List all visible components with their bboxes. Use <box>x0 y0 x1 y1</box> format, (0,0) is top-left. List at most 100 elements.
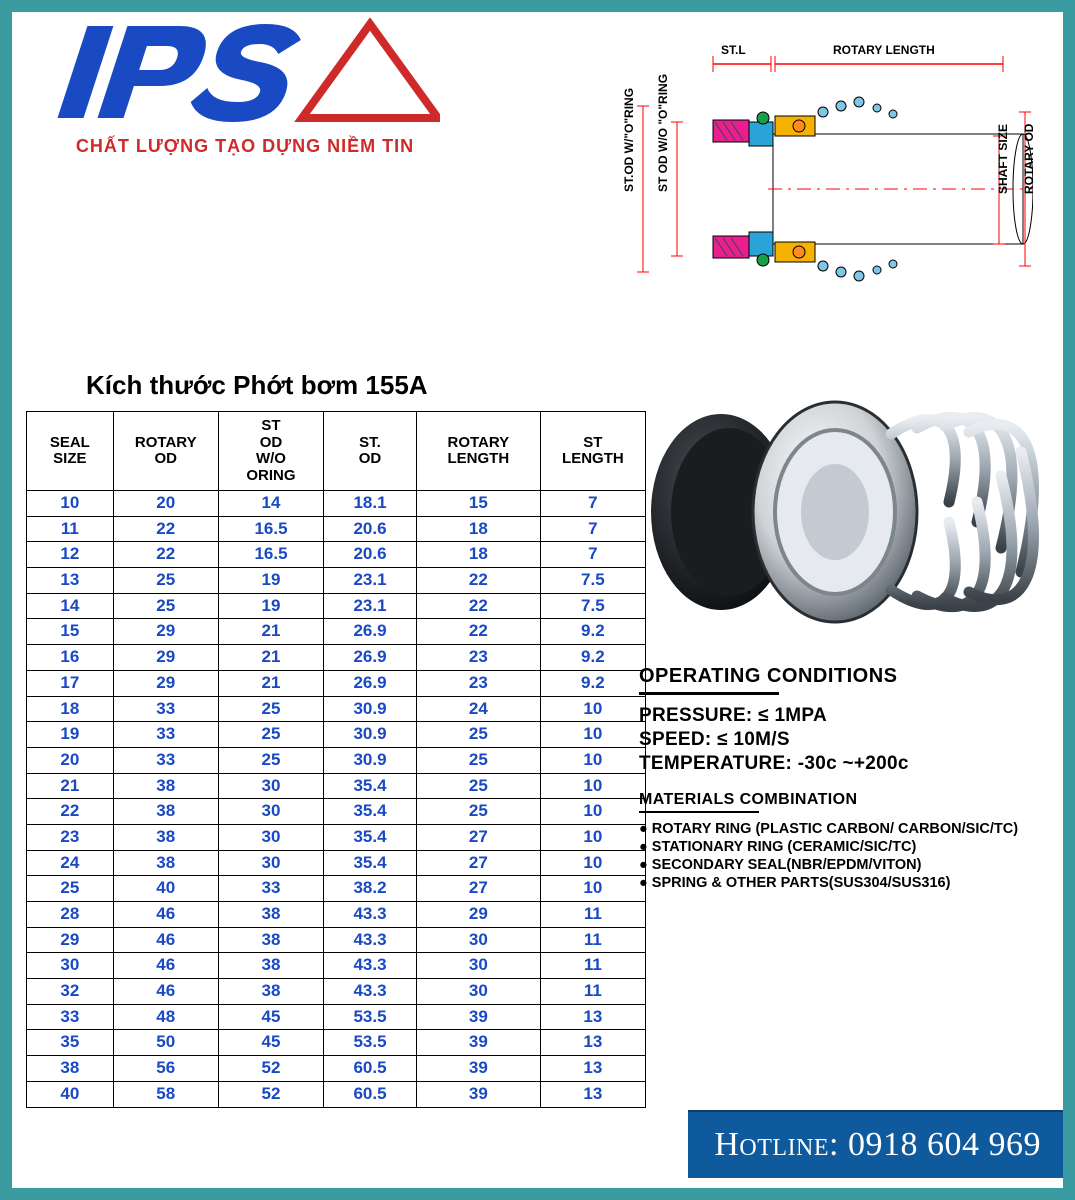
table-cell: 25 <box>416 799 540 825</box>
table-cell: 30 <box>218 824 323 850</box>
material-item: ● SPRING & OTHER PARTS(SUS304/SUS316) <box>639 875 1039 891</box>
table-cell: 30 <box>416 927 540 953</box>
oc-heading: OPERATING CONDITIONS <box>639 665 1039 688</box>
table-cell: 10 <box>540 799 645 825</box>
table-cell: 30.9 <box>324 722 417 748</box>
product-photo <box>639 382 1039 642</box>
table-cell: 45 <box>218 1030 323 1056</box>
table-cell: 33 <box>113 722 218 748</box>
table-row: 25403338.22710 <box>27 876 646 902</box>
table-cell: 16 <box>27 645 114 671</box>
table-cell: 10 <box>540 850 645 876</box>
table-cell: 13 <box>540 1004 645 1030</box>
table-row: 23383035.42710 <box>27 824 646 850</box>
table-cell: 10 <box>540 747 645 773</box>
table-cell: 30 <box>27 953 114 979</box>
table-cell: 58 <box>113 1081 218 1107</box>
table-row: 18332530.92410 <box>27 696 646 722</box>
table-title: Kích thước Phớt bơm 155A <box>86 370 646 401</box>
table-cell: 53.5 <box>324 1004 417 1030</box>
hotline-label: Hotline: <box>714 1126 839 1163</box>
table-cell: 10 <box>540 773 645 799</box>
table-cell: 30 <box>218 773 323 799</box>
table-cell: 46 <box>113 902 218 928</box>
table-row: 112216.520.6187 <box>27 516 646 542</box>
material-item: ● ROTARY RING (PLASTIC CARBON/ CARBON/SI… <box>639 821 1039 837</box>
table-cell: 43.3 <box>324 979 417 1005</box>
table-cell: 11 <box>540 927 645 953</box>
table-cell: 35.4 <box>324 824 417 850</box>
table-cell: 29 <box>113 619 218 645</box>
technical-diagram: ST.L ROTARY LENGTH <box>603 32 1033 357</box>
table-cell: 20.6 <box>324 516 417 542</box>
table-cell: 40 <box>113 876 218 902</box>
table-cell: 25 <box>218 696 323 722</box>
table-cell: 23.1 <box>324 593 417 619</box>
table-cell: 38 <box>113 773 218 799</box>
oc-speed: SPEED: ≤ 10M/S <box>639 729 1039 751</box>
table-cell: 35 <box>27 1030 114 1056</box>
table-cell: 46 <box>113 927 218 953</box>
table-row: 15292126.9229.2 <box>27 619 646 645</box>
table-cell: 56 <box>113 1056 218 1082</box>
table-cell: 17 <box>27 670 114 696</box>
material-item: ● SECONDARY SEAL(NBR/EPDM/VITON) <box>639 857 1039 873</box>
table-cell: 15 <box>27 619 114 645</box>
table-row: 10201418.1157 <box>27 491 646 517</box>
table-cell: 46 <box>113 979 218 1005</box>
table-cell: 38 <box>218 953 323 979</box>
table-row: 38565260.53913 <box>27 1056 646 1082</box>
table-cell: 38 <box>113 850 218 876</box>
table-row: 28463843.32911 <box>27 902 646 928</box>
table-cell: 39 <box>416 1081 540 1107</box>
mc-rule <box>639 811 759 813</box>
table-cell: 13 <box>27 568 114 594</box>
table-cell: 13 <box>540 1030 645 1056</box>
col-header: ST.OD <box>324 412 417 491</box>
table-cell: 20 <box>27 747 114 773</box>
diagram-label-shaft: SHAFT SIZE <box>996 124 1010 194</box>
hotline-number: 0918 604 969 <box>848 1126 1041 1163</box>
table-cell: 15 <box>416 491 540 517</box>
table-cell: 29 <box>416 902 540 928</box>
table-row: 40585260.53913 <box>27 1081 646 1107</box>
table-cell: 43.3 <box>324 953 417 979</box>
table-cell: 11 <box>540 902 645 928</box>
table-cell: 25 <box>416 747 540 773</box>
table-cell: 30 <box>218 799 323 825</box>
table-row: 30463843.33011 <box>27 953 646 979</box>
table-cell: 21 <box>218 645 323 671</box>
table-cell: 25 <box>218 747 323 773</box>
table-cell: 9.2 <box>540 619 645 645</box>
table-cell: 35.4 <box>324 773 417 799</box>
table-cell: 26.9 <box>324 645 417 671</box>
table-cell: 19 <box>218 568 323 594</box>
table-row: 24383035.42710 <box>27 850 646 876</box>
table-cell: 33 <box>218 876 323 902</box>
table-cell: 40 <box>27 1081 114 1107</box>
table-cell: 53.5 <box>324 1030 417 1056</box>
table-cell: 13 <box>540 1056 645 1082</box>
table-cell: 30.9 <box>324 747 417 773</box>
table-cell: 20.6 <box>324 542 417 568</box>
table-cell: 12 <box>27 542 114 568</box>
right-column: OPERATING CONDITIONS PRESSURE: ≤ 1MPA SP… <box>639 382 1039 893</box>
table-cell: 22 <box>113 516 218 542</box>
table-cell: 7 <box>540 491 645 517</box>
table-cell: 11 <box>540 979 645 1005</box>
table-cell: 23.1 <box>324 568 417 594</box>
table-cell: 11 <box>540 953 645 979</box>
table-cell: 7.5 <box>540 593 645 619</box>
table-cell: 14 <box>27 593 114 619</box>
table-cell: 38 <box>218 902 323 928</box>
table-row: 122216.520.6187 <box>27 542 646 568</box>
table-cell: 24 <box>27 850 114 876</box>
brand-logo: CHẤT LƯỢNG TẠO DỰNG NIỀM TIN <box>30 18 460 157</box>
table-cell: 35.4 <box>324 850 417 876</box>
table-cell: 22 <box>416 619 540 645</box>
table-cell: 39 <box>416 1004 540 1030</box>
col-header: STLENGTH <box>540 412 645 491</box>
diagram-label-stl: ST.L <box>721 43 746 57</box>
table-cell: 25 <box>113 568 218 594</box>
table-cell: 10 <box>540 696 645 722</box>
